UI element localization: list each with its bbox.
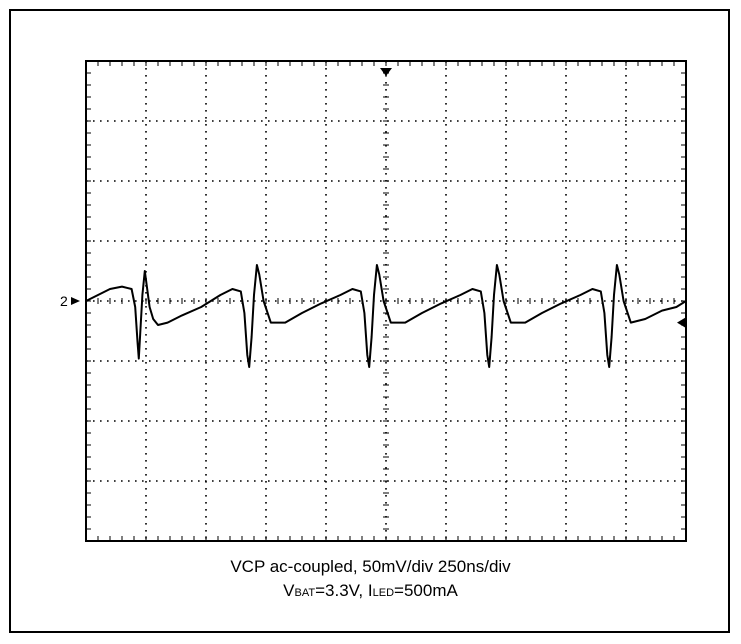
vbat-subscript: BAT bbox=[294, 587, 316, 599]
waveform-trace bbox=[85, 264, 687, 368]
caption-line-2: VBAT=3.3V, ILED=500mA bbox=[0, 581, 741, 601]
trigger-position-marker bbox=[380, 68, 392, 76]
grid bbox=[86, 61, 686, 541]
vbat-value: =3.3V, bbox=[315, 581, 368, 600]
iled-symbol: I bbox=[367, 581, 373, 600]
iled-value: =500mA bbox=[394, 581, 458, 600]
iled-subscript: LED bbox=[372, 587, 395, 599]
caption-line-1: VCP ac-coupled, 50mV/div 250ns/div bbox=[230, 557, 511, 576]
figure-frame bbox=[9, 9, 730, 633]
channel-ground-label: 2 bbox=[60, 293, 68, 309]
minor-ticks bbox=[85, 60, 687, 542]
channel-ground-arrow bbox=[71, 297, 80, 305]
vbat-symbol: V bbox=[283, 581, 295, 600]
trigger-level-marker bbox=[677, 316, 687, 329]
